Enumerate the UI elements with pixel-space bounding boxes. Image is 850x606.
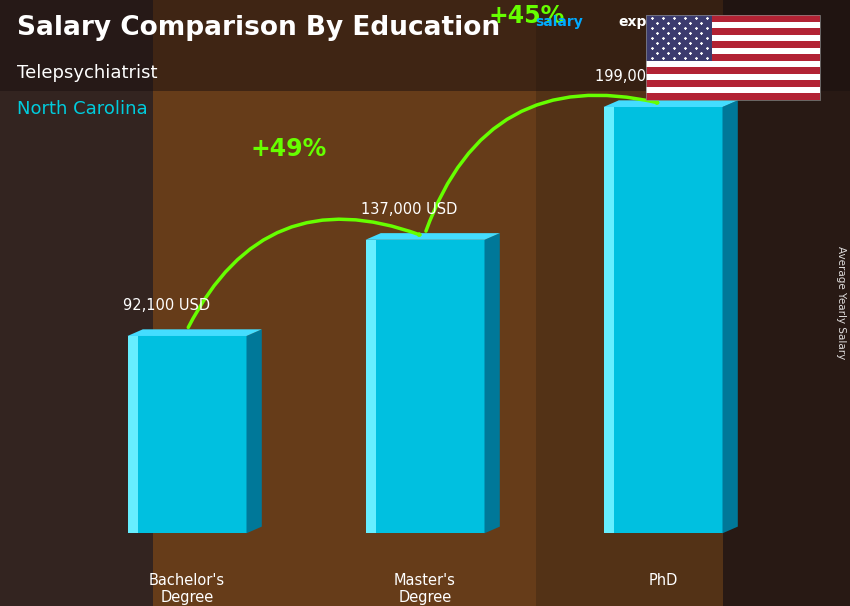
Text: 137,000 USD: 137,000 USD bbox=[361, 202, 457, 217]
Text: PhD: PhD bbox=[649, 573, 677, 588]
Polygon shape bbox=[246, 329, 262, 533]
Bar bbox=[0, 0, 153, 606]
Polygon shape bbox=[128, 336, 138, 533]
Polygon shape bbox=[604, 107, 614, 533]
Bar bbox=[722, 0, 850, 606]
Bar bbox=[646, 74, 820, 81]
FancyArrowPatch shape bbox=[426, 95, 658, 231]
Polygon shape bbox=[128, 336, 246, 533]
Polygon shape bbox=[128, 329, 262, 336]
Text: Salary Comparison By Education: Salary Comparison By Education bbox=[17, 15, 500, 41]
Bar bbox=[646, 67, 820, 74]
Bar bbox=[646, 81, 820, 87]
Bar bbox=[646, 87, 820, 93]
Bar bbox=[153, 0, 536, 606]
Polygon shape bbox=[366, 240, 484, 533]
Text: explorer: explorer bbox=[619, 15, 684, 29]
Bar bbox=[646, 15, 820, 100]
Text: salary: salary bbox=[536, 15, 583, 29]
Text: North Carolina: North Carolina bbox=[17, 100, 148, 118]
Text: Master's
Degree: Master's Degree bbox=[394, 573, 456, 605]
Bar bbox=[646, 22, 820, 28]
Text: +49%: +49% bbox=[251, 137, 327, 161]
Polygon shape bbox=[366, 233, 500, 240]
Polygon shape bbox=[366, 240, 376, 533]
Polygon shape bbox=[484, 233, 500, 533]
Bar bbox=[646, 55, 820, 61]
Bar bbox=[646, 48, 820, 55]
Bar bbox=[646, 35, 820, 41]
Bar bbox=[646, 61, 820, 67]
Bar bbox=[0, 0, 850, 91]
Bar bbox=[646, 15, 820, 22]
Polygon shape bbox=[604, 107, 722, 533]
Text: 92,100 USD: 92,100 USD bbox=[123, 298, 210, 313]
Text: .com: .com bbox=[712, 15, 750, 29]
Polygon shape bbox=[604, 101, 738, 107]
Text: 199,000 USD: 199,000 USD bbox=[595, 69, 691, 84]
Text: +45%: +45% bbox=[489, 4, 565, 28]
Text: Bachelor's
Degree: Bachelor's Degree bbox=[149, 573, 225, 605]
Text: Telepsychiatrist: Telepsychiatrist bbox=[17, 64, 157, 82]
Bar bbox=[646, 28, 820, 35]
Bar bbox=[536, 0, 722, 606]
Bar bbox=[646, 15, 712, 61]
Text: Average Yearly Salary: Average Yearly Salary bbox=[836, 247, 846, 359]
FancyArrowPatch shape bbox=[188, 219, 420, 327]
Polygon shape bbox=[722, 101, 738, 533]
Bar bbox=[646, 93, 820, 100]
Bar bbox=[646, 41, 820, 48]
